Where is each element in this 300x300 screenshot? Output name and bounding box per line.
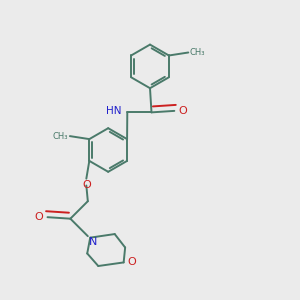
Text: O: O [128, 257, 136, 267]
Text: CH₃: CH₃ [190, 48, 205, 57]
Text: CH₃: CH₃ [53, 132, 68, 141]
Text: HN: HN [106, 106, 122, 116]
Text: N: N [89, 237, 98, 247]
Text: O: O [82, 181, 91, 190]
Text: O: O [34, 212, 43, 222]
Text: O: O [178, 106, 187, 116]
